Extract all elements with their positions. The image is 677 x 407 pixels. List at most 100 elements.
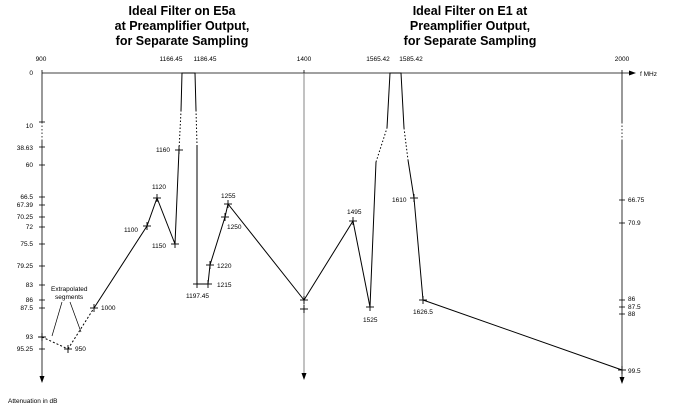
annotation-leader-right [69,301,82,333]
point-labels: 1120 1100 1150 1160 1000 950 1255 1250 1… [75,147,433,353]
label-950: 950 [75,346,86,353]
right-tick-99-5: 99.5 [628,368,641,375]
extrapolated-segment-right [67,307,95,350]
curve-e5a-break-right [195,109,198,146]
annotation-line-2: segments [55,294,84,301]
right-tick-86: 86 [628,296,636,303]
axis-1400-arrowhead [301,373,307,380]
y-tick-72: 72 [26,224,34,231]
point-marker [366,303,374,311]
curve-e1-break-right [403,127,409,161]
label-1100: 1100 [124,227,138,234]
y-tick-86: 86 [26,297,34,304]
annotation-leader-left [51,301,63,337]
frequency-tick-labels: 900 1166.45 1186.45 1400 1565.42 1585.42… [36,56,630,63]
label-1215: 1215 [217,282,232,289]
curve-e1-lower-right [407,159,623,371]
left-axis-tick-marks [39,121,45,350]
label-1197-45: 1197.45 [186,293,209,300]
x-tick-2000: 2000 [615,56,630,63]
axes: f MHz Attenuation in dB [8,70,657,405]
right-tick-66-75: 66.75 [628,197,645,204]
y-tick-70-25: 70.25 [17,214,34,221]
curve-e5a-lower-right [196,145,305,301]
title-left-line-1: Ideal Filter on E5a [129,4,237,18]
label-1250: 1250 [227,224,242,231]
point-marker [300,305,308,313]
label-1255: 1255 [221,193,236,200]
label-1150: 1150 [152,243,166,250]
extrapolated-segment-left [41,336,69,350]
point-markers [38,146,626,374]
y-tick-0: 0 [29,70,33,77]
y-tick-66-5: 66.5 [20,194,33,201]
frequency-axis-arrowhead [629,70,636,76]
point-marker [175,146,183,154]
right-tick-70-9: 70.9 [628,220,641,227]
point-marker [349,217,357,225]
curve-e1-passband [386,72,405,129]
point-marker [618,366,626,374]
y-tick-95-25: 95.25 [17,346,34,353]
y-tick-83: 83 [26,282,34,289]
point-marker [224,200,232,208]
point-marker [300,296,308,304]
label-1610: 1610 [392,197,407,204]
curve-e1-lower-left [303,161,377,308]
point-marker [204,280,212,288]
axis-2000-arrowhead [619,377,625,384]
point-marker [206,261,214,269]
x-tick-1186-45: 1186.45 [193,56,216,63]
title-left-line-3: for Separate Sampling [116,34,249,48]
y-tick-79-25: 79.25 [17,263,34,270]
left-y-axis-ticks: 0 10 38.63 60 66.5 67.39 70.25 72 75.5 7… [17,70,34,353]
x-tick-1166-45: 1166.45 [159,56,182,63]
point-marker [171,240,179,248]
y-tick-60: 60 [26,162,34,169]
label-1626-5: 1626.5 [413,309,433,316]
point-marker [143,222,151,230]
right-tick-87-5: 87.5 [628,304,641,311]
title-left: Ideal Filter on E5a at Preamplifier Outp… [115,4,250,48]
y-tick-10: 10 [26,123,34,130]
label-1000: 1000 [101,305,116,312]
label-1220: 1220 [217,263,232,270]
label-1120: 1120 [152,184,166,191]
title-right: Ideal Filter on E1 at Preamplifier Outpu… [404,4,537,48]
extrapolated-annotation: Extrapolated segments [51,286,88,337]
curve-e5a-break-left [178,110,182,151]
point-marker [193,280,201,288]
point-marker [90,304,98,312]
curve-e5a-passband [180,72,197,112]
y-tick-93: 93 [26,334,34,341]
label-1160: 1160 [156,147,170,154]
point-marker [410,194,418,202]
right-tick-88: 88 [628,311,636,318]
x-tick-900: 900 [36,56,47,63]
point-marker [64,345,72,353]
label-1525: 1525 [363,317,378,324]
frequency-axis-unit: f MHz [640,71,657,78]
label-1495: 1495 [347,209,362,216]
point-marker [221,213,229,221]
y-tick-75-5: 75.5 [20,241,33,248]
x-tick-1400: 1400 [297,56,312,63]
right-axis-tick-marks [619,199,625,315]
title-left-line-2: at Preamplifier Output, [115,19,250,33]
title-right-line-1: Ideal Filter on E1 at [413,4,528,18]
y-tick-67-39: 67.39 [17,202,34,209]
curve-e1-break-left [375,127,388,163]
y-tick-87-5: 87.5 [20,305,33,312]
annotation-line-1: Extrapolated [51,286,88,293]
title-right-line-3: for Separate Sampling [404,34,537,48]
x-tick-1585-42: 1585.42 [399,56,423,63]
right-y-axis-ticks: 66.75 70.9 86 87.5 88 99.5 [628,197,645,375]
y-axis-label: Attenuation in dB [8,398,58,405]
title-right-line-2: Preamplifier Output, [410,19,530,33]
filter-curve [41,72,623,371]
point-marker [419,296,427,304]
x-tick-1565-42: 1565.42 [366,56,390,63]
axis-900-arrowhead [39,376,45,383]
y-tick-38-63: 38.63 [17,145,34,152]
